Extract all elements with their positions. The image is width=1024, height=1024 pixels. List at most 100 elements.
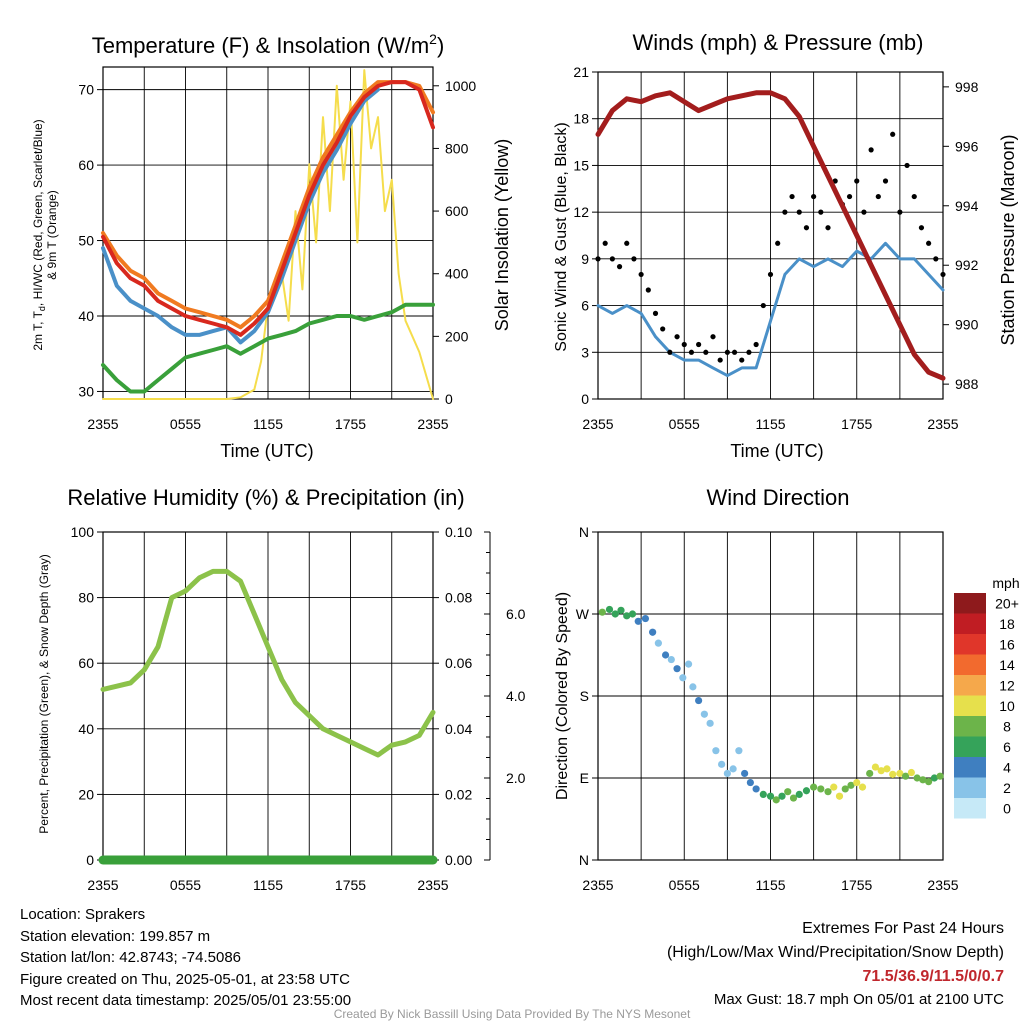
dir-legend-label: 16 bbox=[999, 636, 1015, 652]
rh-panel-title: Relative Humidity (%) & Precipitation (i… bbox=[67, 485, 464, 510]
dir-point bbox=[784, 788, 792, 796]
dir-point bbox=[628, 610, 637, 618]
wind-gust-point bbox=[753, 341, 759, 348]
wind-x-tick-label: 2355 bbox=[927, 416, 958, 432]
dir-legend-swatch bbox=[954, 634, 986, 655]
dir-legend-swatch bbox=[954, 675, 986, 696]
wind-gust-point bbox=[811, 193, 817, 200]
wind-gust-point bbox=[739, 357, 745, 363]
wind-gust-point bbox=[624, 240, 630, 246]
rh-snow-tick-label: 6.0 bbox=[506, 606, 526, 622]
dir-point bbox=[853, 778, 861, 787]
dir-legend-label: 8 bbox=[1003, 718, 1011, 734]
wind-gust-point bbox=[832, 178, 838, 184]
dir-point bbox=[729, 765, 737, 773]
wind-gust-point bbox=[882, 178, 889, 184]
rh-snow-tick-label: 4.0 bbox=[506, 688, 526, 704]
rh-x-tick-label: 0555 bbox=[170, 877, 201, 893]
dir-legend-swatch bbox=[954, 613, 986, 634]
temp-x-tick-label: 1755 bbox=[335, 416, 366, 432]
temp-x-tick-label: 2355 bbox=[87, 416, 118, 432]
dir-x-tick-label: 0555 bbox=[669, 877, 700, 893]
created-text: Figure created on Thu, 2025-05-01, at 23… bbox=[20, 970, 350, 988]
wind-gust-point bbox=[674, 334, 680, 340]
dir-legend-label: 6 bbox=[1003, 739, 1011, 755]
dir-point bbox=[689, 683, 697, 691]
rh-left-tick-label: 80 bbox=[78, 590, 94, 606]
dir-point bbox=[907, 768, 915, 777]
wind-gust-point bbox=[818, 209, 824, 215]
temp-series-heat_index bbox=[101, 302, 435, 394]
wind-gust-point bbox=[696, 341, 702, 348]
temp-right-tick-label: 200 bbox=[445, 328, 469, 344]
dir-panel-title: Wind Direction bbox=[706, 485, 849, 510]
wind-gust-point bbox=[911, 193, 917, 200]
temp-left-tick-label: 40 bbox=[78, 308, 94, 324]
dir-point bbox=[913, 774, 921, 782]
dir-legend-label: 4 bbox=[1003, 759, 1011, 775]
elevation-text: Station elevation: 199.857 m bbox=[20, 927, 211, 945]
dir-point bbox=[847, 781, 855, 789]
wind-gust-point bbox=[782, 209, 788, 215]
wind-series-sonic bbox=[596, 241, 945, 378]
rh-left-tick-label: 60 bbox=[78, 655, 94, 671]
wind-gust-point bbox=[875, 193, 881, 200]
wind-gust-point bbox=[688, 349, 695, 355]
dir-left-ylabel: Direction (Colored By Speed) bbox=[554, 592, 571, 800]
wind-gust-point bbox=[667, 349, 673, 355]
dir-point bbox=[883, 765, 891, 773]
rh-right-tick-label: 0.10 bbox=[445, 524, 472, 540]
wind-gust-point bbox=[940, 271, 946, 278]
svg-text:2m T, Td, HI/WC (Red, Green, S: 2m T, Td, HI/WC (Red, Green, Scarlet/Blu… bbox=[31, 119, 47, 350]
rh-left-tick-label: 20 bbox=[78, 786, 94, 802]
dir-point bbox=[830, 783, 838, 791]
wind-gust-point bbox=[595, 256, 601, 262]
wind-gust-point bbox=[846, 193, 853, 200]
temp-left-ylabel: 2m T, Td, HI/WC (Red, Green, Scarlet/Blu… bbox=[31, 119, 59, 350]
station-info: Location: Sprakers Station elevation: 19… bbox=[20, 904, 351, 1012]
dir-left-tick-label: N bbox=[579, 524, 589, 540]
wind-gust-point bbox=[710, 334, 716, 340]
wind-gust-point bbox=[602, 240, 608, 246]
wind-gust-point bbox=[631, 256, 637, 262]
wind-left-tick-label: 15 bbox=[573, 157, 589, 173]
wind-left-tick-label: 6 bbox=[581, 298, 589, 314]
dir-legend-label: 10 bbox=[999, 698, 1015, 714]
wind-gust-point bbox=[854, 178, 860, 184]
wind-x-tick-label: 1155 bbox=[755, 416, 785, 432]
wind-gust-point bbox=[767, 271, 774, 278]
dir-point bbox=[661, 651, 670, 659]
dir-point bbox=[866, 769, 874, 778]
temp-right-tick-label: 1000 bbox=[445, 78, 476, 94]
wind-left-tick-label: 0 bbox=[581, 391, 589, 407]
wind-right-tick-label: 988 bbox=[955, 376, 979, 392]
max-gust-text: Max Gust: 18.7 mph On 05/01 at 2100 UTC bbox=[713, 991, 1004, 1008]
temp-panel-title: Temperature (F) & Insolation (W/m2) bbox=[92, 31, 445, 58]
wind-gust-point bbox=[731, 349, 738, 355]
dir-point bbox=[802, 787, 811, 795]
rh-right-tick-label: 0.02 bbox=[445, 786, 472, 802]
temp-x-tick-label: 0555 bbox=[170, 416, 201, 432]
temp-right-tick-label: 600 bbox=[445, 203, 469, 219]
temp-series-dewpoint bbox=[101, 87, 380, 345]
rh-x-tick-label: 2355 bbox=[417, 877, 448, 893]
wind-xlabel: Time (UTC) bbox=[730, 441, 823, 461]
dir-legend-label: 18 bbox=[999, 616, 1015, 632]
dir-legend-swatch bbox=[954, 736, 986, 757]
dir-point bbox=[930, 774, 938, 782]
dir-point bbox=[752, 785, 760, 793]
dir-point bbox=[700, 710, 708, 718]
dir-x-tick-label: 1155 bbox=[755, 877, 785, 893]
dir-x-tick-label: 1755 bbox=[841, 877, 872, 893]
dir-point bbox=[810, 783, 818, 791]
rh-snow-tick-label: 2.0 bbox=[506, 770, 526, 786]
dir-point bbox=[684, 660, 693, 668]
dir-left-tick-label: W bbox=[576, 606, 590, 622]
wind-gust-point bbox=[724, 349, 730, 355]
dir-legend-label: 12 bbox=[999, 677, 1015, 693]
dir-point bbox=[654, 639, 662, 647]
dir-legend-swatch bbox=[954, 798, 986, 819]
dir-point bbox=[841, 785, 849, 793]
dir-x-tick-label: 2355 bbox=[927, 877, 958, 893]
